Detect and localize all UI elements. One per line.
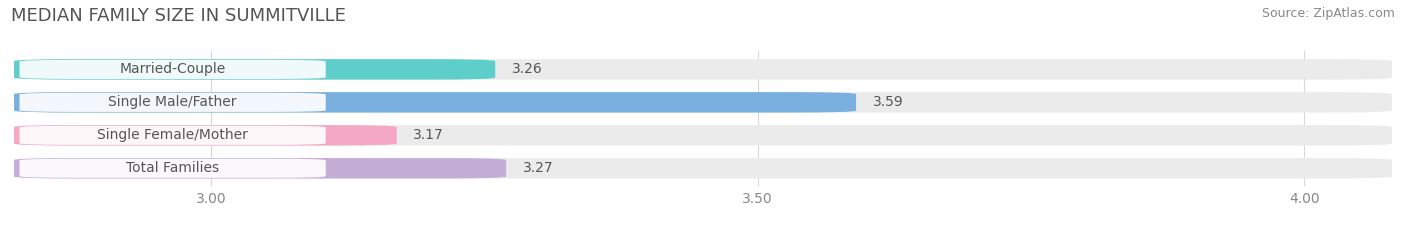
FancyBboxPatch shape <box>20 60 326 79</box>
FancyBboxPatch shape <box>14 59 495 80</box>
Text: Source: ZipAtlas.com: Source: ZipAtlas.com <box>1261 7 1395 20</box>
FancyBboxPatch shape <box>20 93 326 112</box>
FancyBboxPatch shape <box>14 158 506 178</box>
FancyBboxPatch shape <box>14 125 1392 146</box>
Text: Single Female/Mother: Single Female/Mother <box>97 128 247 142</box>
FancyBboxPatch shape <box>14 125 396 146</box>
FancyBboxPatch shape <box>14 158 1392 178</box>
Text: Total Families: Total Families <box>127 161 219 175</box>
FancyBboxPatch shape <box>20 126 326 145</box>
Text: 3.59: 3.59 <box>873 95 903 109</box>
FancyBboxPatch shape <box>14 92 856 113</box>
Text: 3.17: 3.17 <box>413 128 444 142</box>
Text: 3.27: 3.27 <box>523 161 553 175</box>
Text: MEDIAN FAMILY SIZE IN SUMMITVILLE: MEDIAN FAMILY SIZE IN SUMMITVILLE <box>11 7 346 25</box>
Text: Single Male/Father: Single Male/Father <box>108 95 236 109</box>
FancyBboxPatch shape <box>20 159 326 178</box>
FancyBboxPatch shape <box>14 92 1392 113</box>
Text: 3.26: 3.26 <box>512 62 543 76</box>
Text: Married-Couple: Married-Couple <box>120 62 226 76</box>
FancyBboxPatch shape <box>14 59 1392 80</box>
